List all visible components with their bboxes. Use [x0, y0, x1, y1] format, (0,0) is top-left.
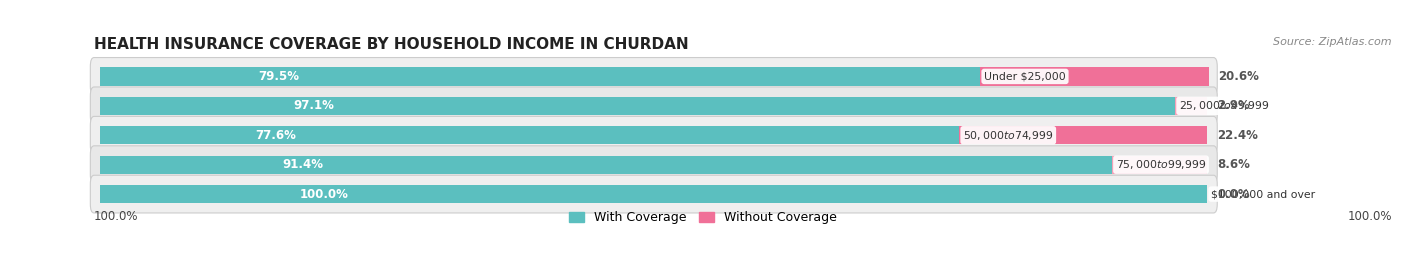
Text: HEALTH INSURANCE COVERAGE BY HOUSEHOLD INCOME IN CHURDAN: HEALTH INSURANCE COVERAGE BY HOUSEHOLD I…: [94, 37, 689, 52]
Bar: [1175, 97, 1208, 115]
Bar: [100, 126, 959, 144]
Text: Source: ZipAtlas.com: Source: ZipAtlas.com: [1274, 37, 1392, 47]
Text: 22.4%: 22.4%: [1218, 129, 1258, 142]
Text: $25,000 to $49,999: $25,000 to $49,999: [1180, 99, 1270, 112]
Text: $50,000 to $74,999: $50,000 to $74,999: [963, 129, 1053, 142]
Bar: [980, 67, 1209, 86]
Text: 2.9%: 2.9%: [1218, 99, 1250, 112]
FancyBboxPatch shape: [90, 87, 1218, 125]
Bar: [1112, 155, 1208, 174]
Text: 8.6%: 8.6%: [1218, 158, 1250, 171]
Text: $75,000 to $99,999: $75,000 to $99,999: [1116, 158, 1206, 171]
Text: 100.0%: 100.0%: [1347, 210, 1392, 223]
Bar: [100, 97, 1175, 115]
Text: 77.6%: 77.6%: [254, 129, 295, 142]
FancyBboxPatch shape: [90, 146, 1218, 183]
Text: 79.5%: 79.5%: [259, 70, 299, 83]
Text: 20.6%: 20.6%: [1219, 70, 1260, 83]
Legend: With Coverage, Without Coverage: With Coverage, Without Coverage: [564, 206, 842, 229]
Text: 100.0%: 100.0%: [299, 187, 349, 201]
Bar: [100, 67, 980, 86]
FancyBboxPatch shape: [90, 116, 1218, 154]
Text: 100.0%: 100.0%: [94, 210, 139, 223]
FancyBboxPatch shape: [90, 58, 1218, 95]
Text: Under $25,000: Under $25,000: [984, 71, 1066, 82]
Text: $100,000 and over: $100,000 and over: [1211, 189, 1315, 199]
Text: 0.0%: 0.0%: [1218, 187, 1250, 201]
Bar: [959, 126, 1208, 144]
Bar: [100, 155, 1112, 174]
FancyBboxPatch shape: [90, 175, 1218, 213]
Text: 91.4%: 91.4%: [283, 158, 323, 171]
Text: 97.1%: 97.1%: [294, 99, 335, 112]
Bar: [100, 185, 1208, 203]
